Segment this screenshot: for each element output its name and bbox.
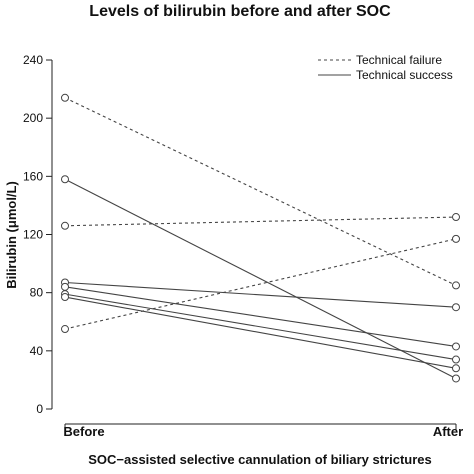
data-point-7-after: [452, 364, 460, 373]
data-point-7-before: [61, 293, 69, 302]
data-point-2-after: [452, 234, 460, 243]
data-point-5-after: [452, 342, 460, 351]
data-point-4-after: [452, 303, 460, 312]
legend-label-technical-failure: Technical failure: [356, 53, 442, 67]
x-tick-label-before: Before: [63, 424, 104, 439]
data-point-1-after: [452, 213, 460, 222]
y-tick-label-200: 200: [23, 111, 43, 125]
y-tick-label-80: 80: [30, 286, 44, 300]
y-axis-label: Bilirubin (μmol/L): [4, 181, 19, 289]
y-tick-label-240: 240: [23, 53, 43, 67]
series-line-7: [64, 296, 457, 369]
data-point-2-before: [61, 325, 69, 334]
y-tick-label-160: 160: [23, 169, 43, 183]
chart-title: Levels of bilirubin before and after SOC: [89, 3, 391, 20]
x-axis-label: SOC−assisted selective cannulation of bi…: [88, 452, 432, 467]
series-line-0: [64, 97, 457, 286]
legend-label-technical-success: Technical success: [356, 68, 453, 82]
data-point-0-before: [61, 93, 69, 102]
y-tick-label-120: 120: [23, 228, 43, 242]
data-point-6-after: [452, 355, 460, 364]
data-point-3-after: [452, 374, 460, 383]
series-line-3: [64, 178, 457, 379]
plot-markers: [61, 93, 460, 383]
x-axis-ticks: Before After: [63, 424, 463, 439]
series-line-5: [64, 286, 457, 348]
data-point-1-before: [61, 221, 69, 230]
data-point-5-before: [61, 282, 69, 291]
data-point-0-after: [452, 281, 460, 290]
y-tick-label-40: 40: [30, 344, 44, 358]
legend: Technical failure Technical success: [318, 53, 453, 82]
y-axis-ticks: 0 40 80 120 160 200 240: [23, 53, 52, 416]
plot-lines: [64, 97, 457, 379]
x-tick-label-after: After: [433, 424, 463, 439]
series-line-6: [64, 293, 457, 361]
series-line-2: [64, 238, 457, 330]
series-line-4: [64, 281, 457, 308]
y-tick-label-0: 0: [36, 402, 43, 416]
series-line-1: [64, 216, 457, 227]
data-point-3-before: [61, 175, 69, 184]
